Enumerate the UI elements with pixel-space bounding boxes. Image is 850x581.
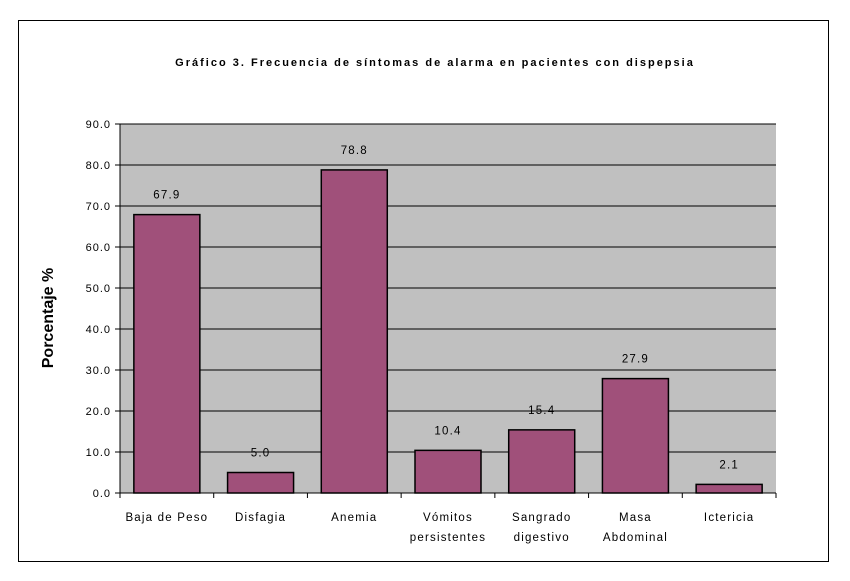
y-tick-label: 20.0	[86, 406, 111, 418]
bar	[695, 483, 763, 494]
bar	[414, 449, 482, 494]
data-label: 78.8	[341, 145, 368, 157]
x-category-label: Disfagia	[235, 512, 286, 524]
y-tick-label: 60.0	[86, 242, 111, 254]
y-tick-label: 90.0	[86, 119, 111, 131]
chart-title: Gráfico 3. Frecuencia de síntomas de ala…	[175, 57, 695, 69]
data-label: 10.4	[434, 425, 461, 437]
bar	[226, 471, 295, 494]
x-category-label: persistentes	[410, 532, 486, 544]
y-tick-label: 30.0	[86, 365, 111, 377]
y-tick-label: 40.0	[86, 324, 111, 336]
plot-background	[120, 124, 776, 493]
x-category-label: Ictericia	[704, 512, 754, 524]
y-tick-label: 50.0	[86, 283, 111, 295]
y-tick-label: 80.0	[86, 160, 111, 172]
x-category-label: Vómitos	[423, 512, 473, 524]
x-category-label: Masa	[619, 512, 652, 524]
x-category-label: Baja de Peso	[125, 512, 208, 524]
x-category-label: Abdominal	[603, 532, 668, 544]
y-tick-label: 10.0	[86, 447, 111, 459]
data-label: 67.9	[153, 190, 180, 202]
x-category-label: digestivo	[514, 532, 570, 544]
plot-area: 0.0 10.0 20.0 30.0 40.0 50.0 60.0 70.0 80.0 90.0 6…	[86, 119, 777, 544]
y-tick-label: 0.0	[93, 488, 111, 500]
bar	[133, 213, 201, 494]
x-category-label: Anemia	[331, 512, 377, 524]
bar	[320, 169, 389, 494]
bar	[507, 429, 576, 494]
data-label: 2.1	[719, 459, 739, 471]
y-tick-label: 70.0	[86, 201, 111, 213]
data-label: 27.9	[622, 354, 649, 366]
y-axis-label: Porcentaje %	[40, 268, 57, 368]
bar	[601, 377, 670, 494]
data-label: 5.0	[251, 448, 271, 460]
data-label: 15.4	[528, 405, 555, 417]
x-category-label: Sangrado	[512, 512, 571, 524]
